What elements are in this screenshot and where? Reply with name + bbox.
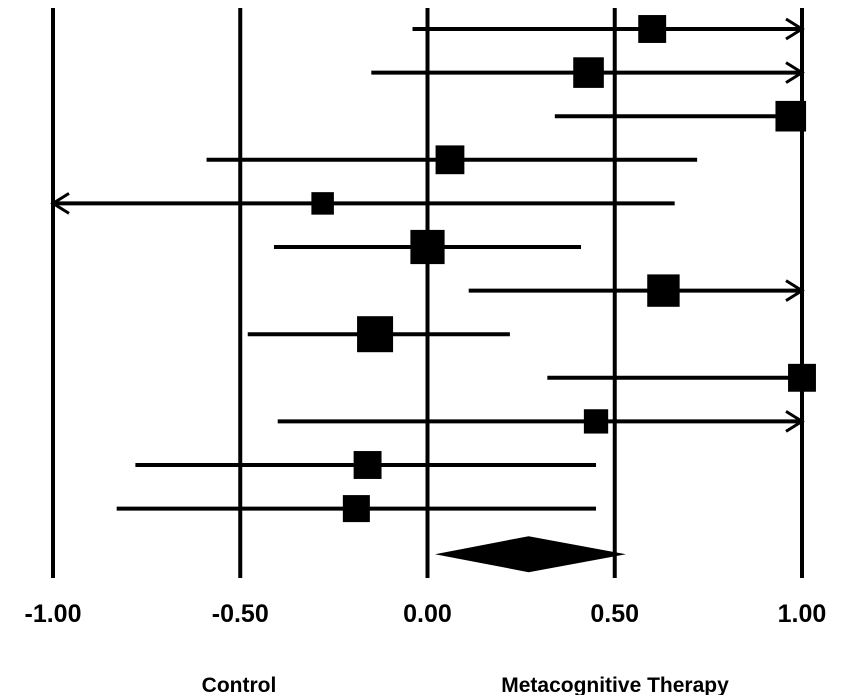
ci-arrow-right xyxy=(785,17,805,41)
effect-square xyxy=(775,100,807,132)
summary-effect xyxy=(434,536,626,573)
effect-square xyxy=(357,316,394,353)
effect-square xyxy=(647,274,680,307)
favor-mct-label: Metacognitive Therapy xyxy=(501,674,729,695)
effect-square xyxy=(573,57,604,88)
favor-labels: Control Metacognitive Therapy xyxy=(202,674,729,695)
x-tick-label: -1.00 xyxy=(25,600,82,628)
effect-square xyxy=(583,409,609,434)
ci-arrow-right xyxy=(785,279,805,302)
gridlines xyxy=(51,8,804,578)
effect-square xyxy=(638,15,667,43)
ci-arrow-left xyxy=(50,192,70,215)
effect-square xyxy=(311,192,334,215)
effect-square xyxy=(435,145,465,175)
summary-diamond xyxy=(434,536,626,573)
effect-square xyxy=(788,363,816,392)
x-tick-label: 0.00 xyxy=(403,600,452,628)
effect-markers xyxy=(311,15,816,523)
x-tick-label: 1.00 xyxy=(778,600,827,628)
x-axis-tick-labels: -1.00 -0.50 0.00 0.50 1.00 xyxy=(25,600,827,628)
x-tick-label: -0.50 xyxy=(212,600,269,628)
effect-square xyxy=(342,495,370,523)
effect-square xyxy=(410,229,445,265)
favor-control-label: Control xyxy=(202,674,277,695)
x-tick-label: 0.50 xyxy=(590,600,639,628)
ci-arrow-right xyxy=(785,61,805,84)
ci-arrow-right xyxy=(785,410,805,433)
effect-square xyxy=(353,451,382,479)
